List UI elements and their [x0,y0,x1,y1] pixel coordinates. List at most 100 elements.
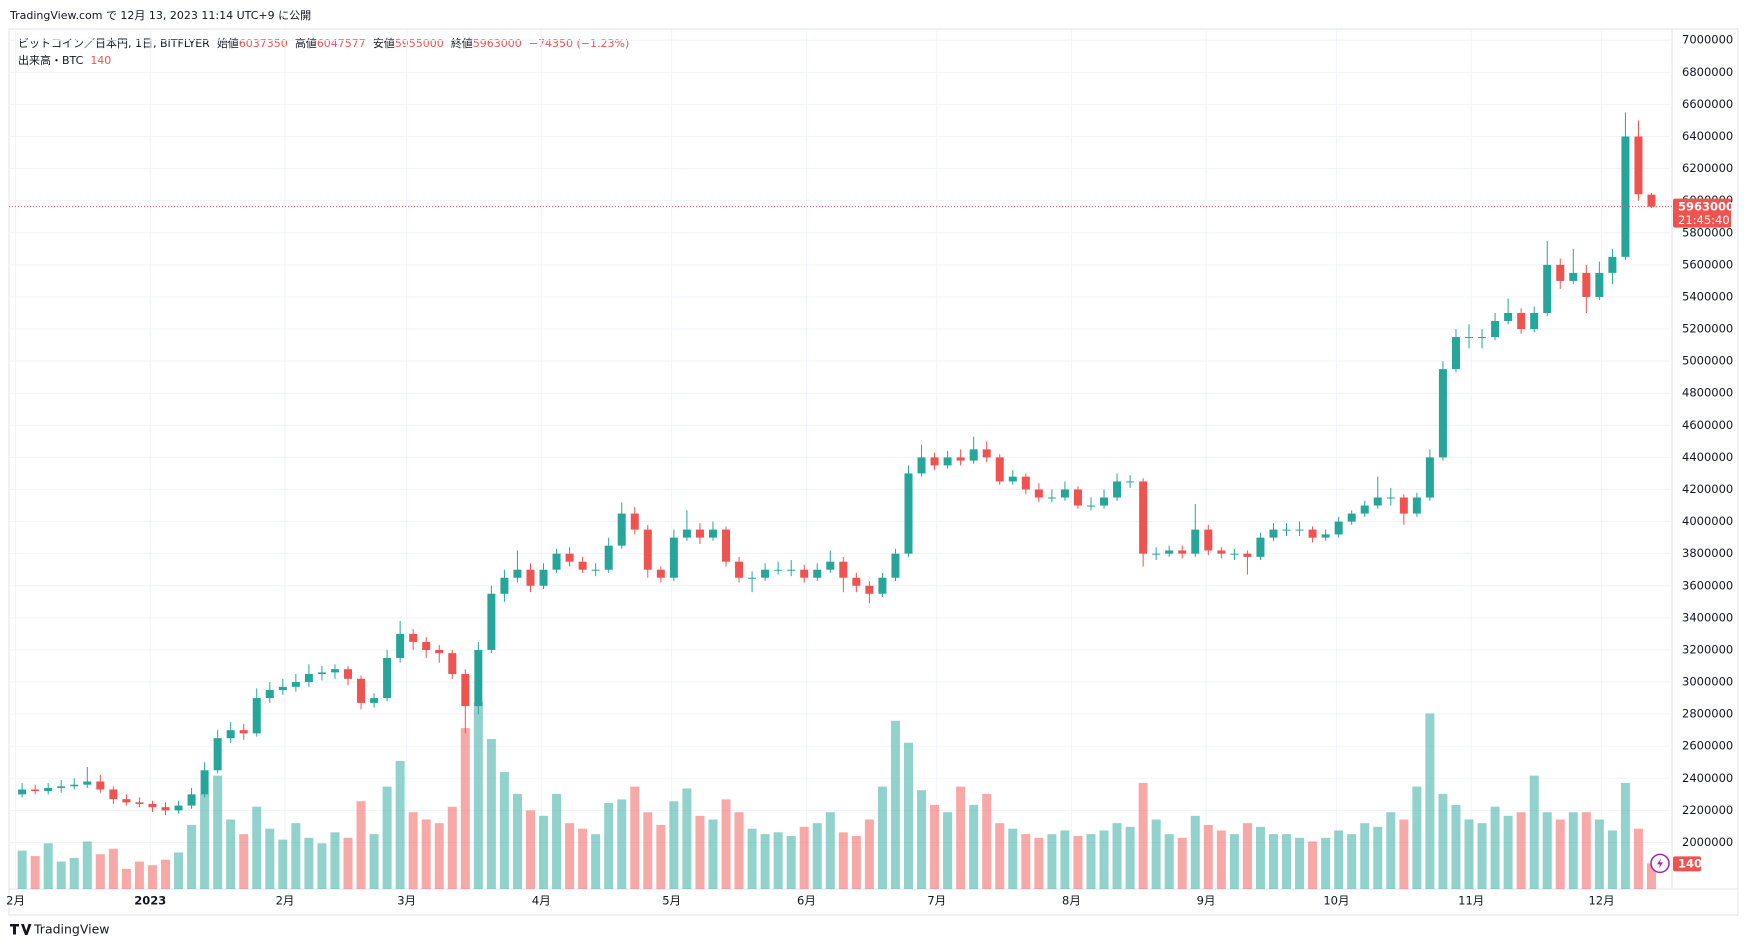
candle-body [135,802,144,804]
volume-bar [56,861,66,889]
candle-body [1412,497,1421,514]
x-tick-label: 3月 [397,894,416,908]
y-tick-label: 5400000 [1682,289,1733,303]
volume-bar [851,835,861,889]
y-tick-label: 5600000 [1682,257,1733,271]
volume-bar [95,854,105,889]
grid [9,29,1672,889]
volume-bar [460,728,470,889]
candle-body [1113,481,1122,498]
volume-bar [161,859,171,889]
volume-bar [903,742,913,889]
candle-body [461,674,470,707]
candle-body [1647,194,1656,207]
candle-body [930,457,939,466]
x-tick-label: 12月 [1588,894,1614,908]
candle-body [1438,369,1447,458]
candle-body [161,807,170,811]
candle-body [578,561,587,570]
volume-bar [43,843,53,889]
candle-body [1282,529,1291,531]
lightning-bolt [1657,858,1663,869]
candle-body [370,698,379,703]
candle-body [31,789,40,792]
candle-body [1582,272,1591,297]
x-tick-label: 10月 [1323,894,1349,908]
volume-bar [1399,819,1409,889]
price-tag-value: 5963000 [1678,200,1734,214]
volume-bar [1581,812,1591,889]
volume-bar [1138,782,1148,889]
y-tick-label: 2800000 [1682,707,1733,721]
candle-body [735,561,744,578]
frame [8,28,1739,916]
candle-body [748,577,757,579]
volume-bar [930,804,940,889]
candle-body [1073,489,1082,506]
candle-body [1465,337,1474,339]
volume-bar [617,799,627,889]
volume-bar [721,799,731,889]
volume-bar [1503,815,1513,889]
candle-body [1347,513,1356,522]
volume-bar [1099,830,1109,889]
candle-body [70,784,79,787]
candle-body [774,569,783,571]
volume-bar [30,856,40,889]
candle-body [1621,136,1630,257]
candle-body [18,789,27,795]
candle-body [513,569,522,578]
volume-bar [187,825,197,889]
volume-bar [1477,823,1487,889]
y-tick-label: 4800000 [1682,386,1733,400]
candle-body [317,672,326,674]
volume-bar [1594,819,1604,889]
candle-body [1295,529,1304,531]
volume-bar [382,786,392,889]
candle-body [487,593,496,650]
volume-bar [1542,812,1552,889]
candle-body [252,698,261,734]
volume-bar [174,852,184,889]
volume-bar [278,839,288,889]
candle-body [1504,312,1513,322]
candle-body [800,569,809,578]
volume-bar [121,868,131,889]
candle-body [526,569,535,586]
y-tick-label: 4600000 [1682,418,1733,432]
x-tick-label: 5月 [662,894,681,908]
volume-bar [1321,837,1331,889]
candle-body [1139,481,1148,554]
y-tick-label: 7000000 [1682,33,1733,47]
candle-body [1269,529,1278,538]
volume-bar [825,812,835,889]
volume-bar [969,804,979,889]
volume-bar [1464,819,1474,889]
candle-body [787,569,796,571]
candle-body [1191,529,1200,554]
candle-body [1569,272,1578,281]
volume-bar [486,739,496,889]
volume-bar [69,857,79,889]
candle-body [552,553,561,570]
volume-bar [643,812,653,889]
candle-body [1478,337,1487,339]
volume-bar [1086,834,1096,889]
x-tick-label: 6月 [797,894,816,908]
y-tick-label: 6400000 [1682,129,1733,143]
candle-body [656,569,665,578]
candle-body [474,649,483,707]
y-tick-label: 4200000 [1682,482,1733,496]
candle-body [539,569,548,586]
volume-bar [1490,806,1500,889]
candle-body [761,569,770,578]
volume-bar [1282,834,1292,889]
volume-bar [1360,823,1370,889]
candle-body [722,529,731,562]
volume-bar [799,826,809,889]
volume-bar [499,771,509,889]
volume-bar [1412,786,1422,889]
candle-body [96,781,105,790]
volume-bar [1373,826,1383,889]
volume-bar [252,806,262,889]
